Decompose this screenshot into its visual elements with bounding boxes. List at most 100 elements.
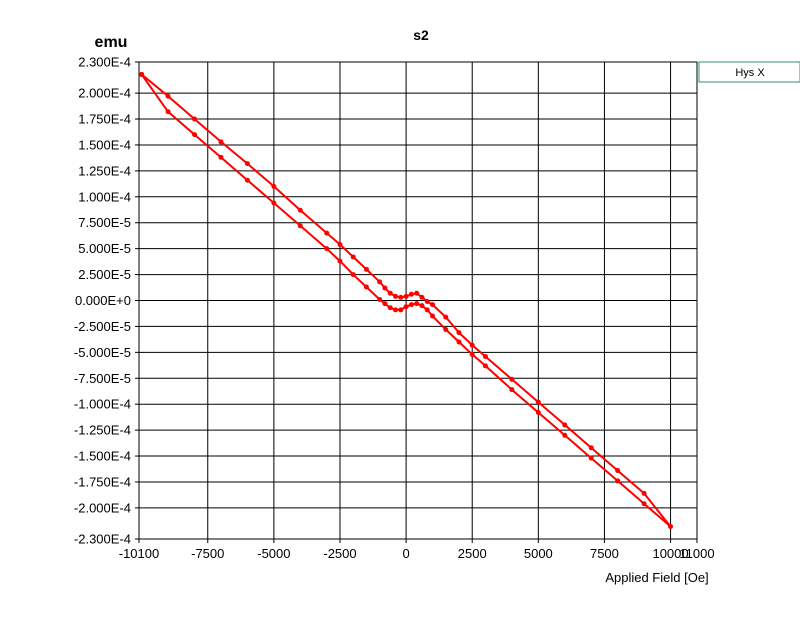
x-tick-label: 11000 xyxy=(679,546,714,561)
y-axis: 2.300E-4 2.000E-4 1.750E-4 1.500E-4 1.250E-4… xyxy=(74,55,139,547)
data-point xyxy=(535,399,541,405)
x-tick-label: -10100 xyxy=(119,546,159,561)
data-point xyxy=(403,293,409,299)
data-point xyxy=(430,302,436,308)
data-point xyxy=(408,291,414,297)
y-tick-label: -5.000E-5 xyxy=(74,345,131,360)
x-axis-label: Applied Field [Oe] xyxy=(605,570,708,585)
y-tick-label: 1.750E-4 xyxy=(78,112,131,127)
data-point xyxy=(165,93,171,99)
data-point xyxy=(588,445,594,451)
data-point xyxy=(244,177,250,183)
data-point xyxy=(469,342,475,348)
data-point xyxy=(393,293,399,299)
chart-title: s2 xyxy=(413,27,429,43)
y-tick-label: -2.300E-4 xyxy=(74,532,131,547)
data-point xyxy=(414,290,420,296)
data-point xyxy=(382,285,388,291)
data-point xyxy=(443,327,449,333)
data-point xyxy=(377,296,383,302)
data-point xyxy=(482,363,488,369)
y-tick-label: 1.500E-4 xyxy=(78,137,131,152)
y-tick-label: -1.500E-4 xyxy=(74,449,131,464)
data-point xyxy=(562,422,568,428)
data-point xyxy=(363,266,369,272)
data-point xyxy=(382,301,388,307)
data-point xyxy=(192,132,198,138)
data-point xyxy=(408,302,414,308)
data-point xyxy=(387,290,393,296)
y-axis-label: emu xyxy=(95,34,128,51)
y-tick-label: 2.500E-5 xyxy=(78,267,131,282)
x-tick-label: 7500 xyxy=(590,546,619,561)
data-point xyxy=(641,501,647,507)
data-point xyxy=(271,200,277,206)
data-point xyxy=(363,284,369,290)
data-point xyxy=(398,307,404,313)
data-point xyxy=(297,207,303,213)
x-tick-label: 0 xyxy=(402,546,409,561)
legend-label: Hys X xyxy=(735,67,765,79)
data-point xyxy=(218,154,224,160)
data-point xyxy=(403,304,409,310)
data-point xyxy=(509,387,515,393)
data-point xyxy=(324,246,330,252)
data-point xyxy=(244,161,250,167)
y-tick-label: -2.000E-4 xyxy=(74,500,131,515)
y-tick-label: 2.000E-4 xyxy=(78,86,131,101)
x-tick-label: 5000 xyxy=(524,546,553,561)
legend[interactable]: Hys X xyxy=(698,61,800,83)
x-tick-label: 10000 xyxy=(652,546,688,561)
x-tick-label: -5000 xyxy=(257,546,290,561)
data-point xyxy=(509,376,515,382)
data-point xyxy=(430,313,436,319)
data-point xyxy=(350,272,356,278)
data-point xyxy=(615,468,621,474)
data-point xyxy=(668,524,674,530)
y-tick-label: -7.500E-5 xyxy=(74,371,131,386)
data-point xyxy=(271,183,277,189)
data-point xyxy=(456,339,462,345)
data-point xyxy=(424,307,430,313)
data-point xyxy=(615,478,621,484)
data-point xyxy=(456,330,462,336)
data-point xyxy=(387,305,393,311)
series-layer xyxy=(139,71,674,530)
data-point xyxy=(297,223,303,229)
data-point xyxy=(165,109,171,115)
data-point xyxy=(398,294,404,300)
data-point xyxy=(535,409,541,415)
y-tick-label: -1.250E-4 xyxy=(74,423,131,438)
x-tick-label: -7500 xyxy=(191,546,224,561)
y-tick-label: 0.000E+0 xyxy=(75,293,131,308)
y-tick-label: -1.000E-4 xyxy=(74,397,131,412)
data-point xyxy=(419,303,425,309)
y-tick-label: 5.000E-5 xyxy=(78,241,131,256)
data-point xyxy=(337,258,343,264)
data-point xyxy=(350,254,356,260)
data-point xyxy=(192,116,198,122)
data-point xyxy=(218,139,224,145)
data-point xyxy=(424,299,430,305)
y-tick-label: -2.500E-5 xyxy=(74,319,131,334)
y-tick-label: 1.000E-4 xyxy=(78,189,131,204)
legend-box xyxy=(698,61,800,83)
grid xyxy=(139,62,697,539)
x-tick-label: -2500 xyxy=(323,546,356,561)
y-tick-label: 7.500E-5 xyxy=(78,215,131,230)
data-point xyxy=(139,71,145,77)
data-point xyxy=(337,242,343,248)
data-point xyxy=(393,307,399,313)
y-tick-label: 2.300E-4 xyxy=(78,55,131,70)
data-point xyxy=(443,314,449,320)
data-point xyxy=(469,351,475,357)
x-axis: -10100 -7500 -5000 -2500 0 2500 5000 7500 100001… xyxy=(119,539,715,561)
data-point xyxy=(482,353,488,359)
y-tick-label: 1.250E-4 xyxy=(78,163,131,178)
data-point xyxy=(562,432,568,438)
data-point xyxy=(377,279,383,285)
data-point xyxy=(588,455,594,461)
data-point xyxy=(324,230,330,236)
x-tick-label: 2500 xyxy=(458,546,487,561)
